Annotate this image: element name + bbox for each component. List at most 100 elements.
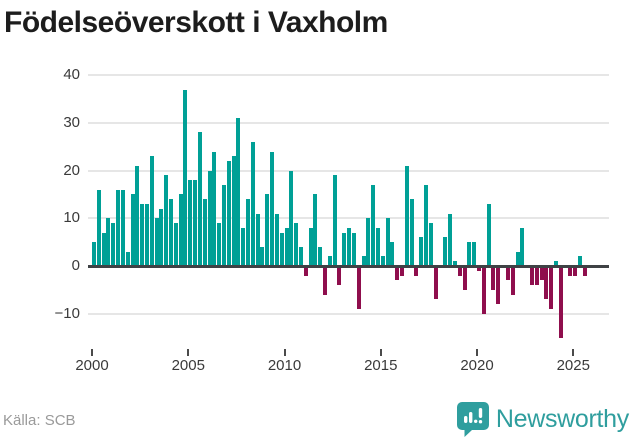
bar — [462, 266, 467, 290]
y-axis-label: 30 — [63, 113, 80, 131]
bar — [544, 266, 549, 300]
bar — [279, 232, 284, 266]
bar — [217, 223, 222, 266]
bar — [323, 266, 327, 295]
gridline — [88, 312, 609, 315]
bar — [193, 180, 198, 266]
bar — [491, 266, 496, 290]
x-axis-label: 2010 — [267, 357, 302, 374]
bar — [188, 180, 193, 266]
bar — [496, 266, 501, 305]
bar — [92, 242, 96, 266]
bar — [342, 232, 347, 266]
bar — [380, 256, 385, 266]
bar — [140, 203, 145, 266]
bar — [265, 194, 270, 266]
bar — [226, 161, 231, 266]
bar — [318, 246, 323, 266]
bar — [149, 156, 154, 266]
bar — [472, 242, 477, 266]
bar — [327, 256, 332, 266]
bar — [356, 266, 361, 309]
chart-plot-area: 40 30 20 10 0 −10 2000 2005 2010 2015 2020 2025 — [54, 66, 609, 374]
bar — [351, 232, 356, 266]
bar — [448, 213, 453, 266]
bar — [106, 218, 111, 266]
bar — [255, 213, 260, 266]
bar — [169, 199, 173, 266]
bar — [313, 194, 318, 266]
bar — [452, 261, 457, 266]
bar — [101, 232, 106, 266]
bar — [246, 199, 250, 266]
bar — [505, 266, 510, 281]
bar — [361, 256, 366, 266]
bar — [207, 170, 212, 266]
x-axis-zero-line — [88, 264, 609, 268]
x-axis-tick — [283, 349, 286, 356]
bar — [371, 184, 376, 266]
bar — [568, 266, 573, 276]
bar — [135, 165, 140, 266]
bar — [409, 199, 414, 266]
bar — [433, 266, 438, 300]
y-axis-label: 20 — [63, 161, 80, 179]
chart-title: Födelseöverskott i Vaxholm — [4, 6, 388, 39]
bar — [554, 261, 558, 266]
bar — [443, 237, 448, 266]
x-axis-tick — [476, 349, 478, 356]
bar — [96, 189, 101, 266]
x-axis-tick — [187, 349, 190, 356]
bar — [467, 242, 472, 266]
bar — [164, 175, 169, 266]
bar — [197, 132, 202, 266]
bar — [183, 89, 188, 266]
bar — [159, 208, 164, 266]
gridline — [88, 217, 609, 220]
bar — [582, 266, 587, 276]
bar — [308, 227, 313, 266]
bar — [578, 256, 583, 266]
x-axis-label: 2005 — [171, 357, 205, 374]
y-axis-label: 40 — [63, 66, 80, 84]
bar — [270, 151, 275, 266]
bar — [303, 266, 308, 276]
bar — [534, 266, 539, 286]
bar — [515, 251, 520, 266]
bar — [332, 175, 337, 266]
bar — [120, 189, 125, 266]
bar — [274, 213, 279, 266]
bar — [116, 189, 121, 266]
x-axis-tick — [572, 349, 575, 356]
bar — [400, 266, 404, 276]
bar — [260, 246, 265, 266]
bar — [241, 227, 246, 266]
bar — [385, 218, 390, 266]
bar — [428, 223, 433, 266]
bar — [486, 203, 491, 266]
bar — [294, 223, 299, 266]
bar — [231, 156, 236, 266]
x-axis-label: 2025 — [556, 357, 590, 374]
x-axis-tick — [91, 349, 93, 356]
y-axis-label: −10 — [54, 304, 80, 322]
bar — [236, 118, 241, 266]
bar — [404, 165, 409, 266]
bar — [250, 141, 255, 266]
bar — [477, 266, 481, 271]
bar — [212, 151, 217, 266]
bar — [529, 266, 534, 286]
bar — [366, 218, 371, 266]
bar — [111, 223, 116, 266]
source-attribution: Källa: SCB — [3, 412, 76, 429]
bar — [520, 227, 525, 266]
bar — [337, 266, 342, 286]
gridline — [88, 121, 609, 124]
bar — [173, 223, 178, 266]
gridline — [88, 169, 609, 172]
bar — [558, 266, 563, 338]
bar — [284, 227, 289, 266]
bar — [221, 184, 226, 266]
bar — [347, 227, 352, 266]
